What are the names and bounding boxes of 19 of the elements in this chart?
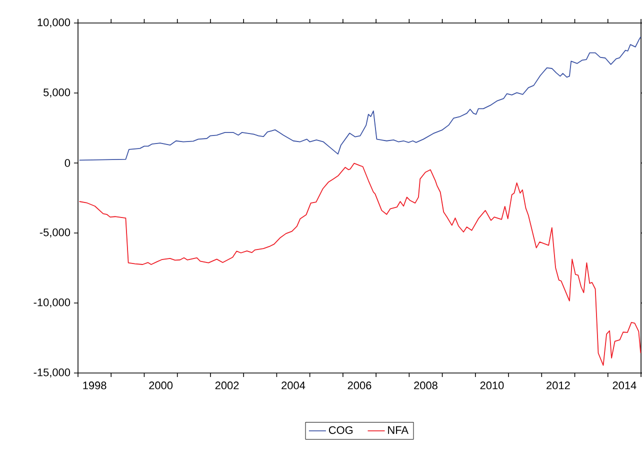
- x-tick-label: 2014: [612, 382, 636, 390]
- x-tick-label: 2000: [149, 382, 173, 390]
- legend-label: NFA: [388, 426, 408, 434]
- y-tick-label: -5,000: [40, 228, 70, 238]
- y-tick-label: -10,000: [34, 298, 70, 308]
- x-tick-label: 1998: [83, 382, 106, 390]
- y-tick-label: -15,000: [34, 368, 70, 378]
- x-tick-label: 2004: [282, 382, 306, 390]
- y-tick-label: 5,000: [44, 88, 70, 98]
- x-tick-label: 2002: [215, 382, 239, 390]
- x-tick-label: 2012: [546, 382, 570, 390]
- line-series: [78, 162, 642, 366]
- legend-label: COG: [328, 426, 353, 434]
- y-tick-label: 10,000: [38, 18, 70, 28]
- line-series: [78, 36, 642, 161]
- y-tick-label: 0: [64, 159, 70, 167]
- x-tick-label: 2008: [414, 382, 438, 390]
- x-tick-label: 2006: [348, 382, 372, 390]
- x-tick-label: 2010: [480, 382, 504, 390]
